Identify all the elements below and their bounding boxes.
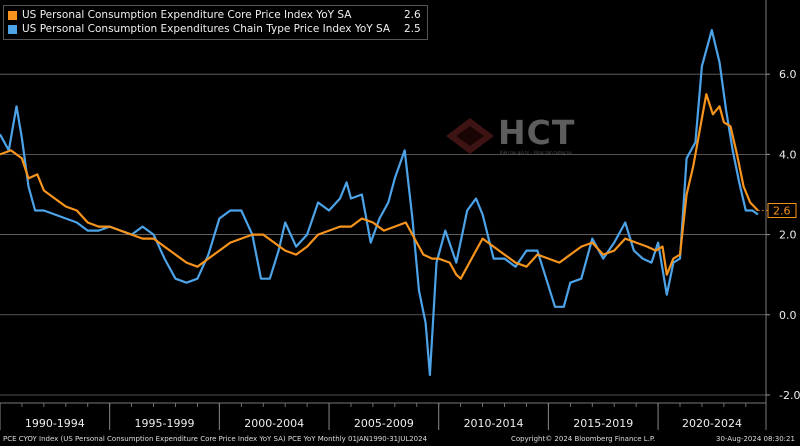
grid-lines (0, 0, 767, 430)
x-tick-label-1: 1995-1999 (135, 417, 195, 430)
hct-watermark-logo: HCT Kiến tạo giá trị · Vững tầm tương la… (444, 113, 574, 160)
x-tick-label-5: 2015-2019 (573, 417, 633, 430)
x-axis: 1990-1994 1995-1999 2000-2004 2005-2009 2010… (0, 403, 747, 430)
series-line-0 (0, 93, 759, 280)
legend-swatch-core-pce (8, 10, 17, 20)
last-value-tag-label: 2.6 (773, 205, 791, 218)
x-tick-label-6: 2020-2024 (682, 417, 742, 430)
series-line-1 (0, 29, 759, 376)
x-tick-label-2: 2000-2004 (244, 417, 304, 430)
footer-timestamp: 30-Aug-2024 08:30:21 (716, 435, 795, 443)
footer-source: PCE CYOY Index (US Personal Consumption … (3, 435, 428, 443)
footer: PCE CYOY Index (US Personal Consumption … (0, 433, 800, 446)
legend: US Personal Consumption Expenditure Core… (3, 5, 428, 40)
legend-label-core-pce: US Personal Consumption Expenditure Core… (22, 9, 352, 21)
x-tick-label-3: 2005-2009 (354, 417, 414, 430)
series-layer (0, 29, 759, 376)
legend-item-core-pce: US Personal Consumption Expenditure Core… (8, 8, 421, 22)
legend-item-headline-pce: US Personal Consumption Expenditures Cha… (8, 22, 421, 36)
hct-diamond-logo-icon (446, 118, 494, 154)
x-tick-label-4: 2010-2014 (464, 417, 524, 430)
legend-value-headline-pce: 2.5 (404, 23, 421, 35)
legend-swatch-headline-pce (8, 24, 17, 34)
footer-copyright: Copyright© 2024 Bloomberg Finance L.P. (511, 435, 656, 443)
x-tick-label-0: 1990-1994 (25, 417, 85, 430)
y-tick-label-3: 0.0 (779, 309, 797, 322)
last-value-tag-box (767, 203, 797, 219)
y-axis-ticks: 6.0 4.0 2.0 0.0 -2.0 (766, 68, 800, 402)
y-tick-label-0: 6.0 (779, 68, 797, 81)
watermark-subtext: Kiến tạo giá trị · Vững tầm tương lai (500, 150, 572, 155)
legend-label-headline-pce: US Personal Consumption Expenditures Cha… (22, 23, 391, 35)
last-value-tag: 2.6 (757, 203, 797, 219)
legend-value-core-pce: 2.6 (404, 9, 421, 21)
y-tick-label-4: -2.0 (779, 389, 800, 402)
y-tick-label-2: 2.0 (779, 229, 797, 242)
y-tick-label-1: 4.0 (779, 148, 797, 161)
watermark-text: HCT (498, 113, 576, 152)
